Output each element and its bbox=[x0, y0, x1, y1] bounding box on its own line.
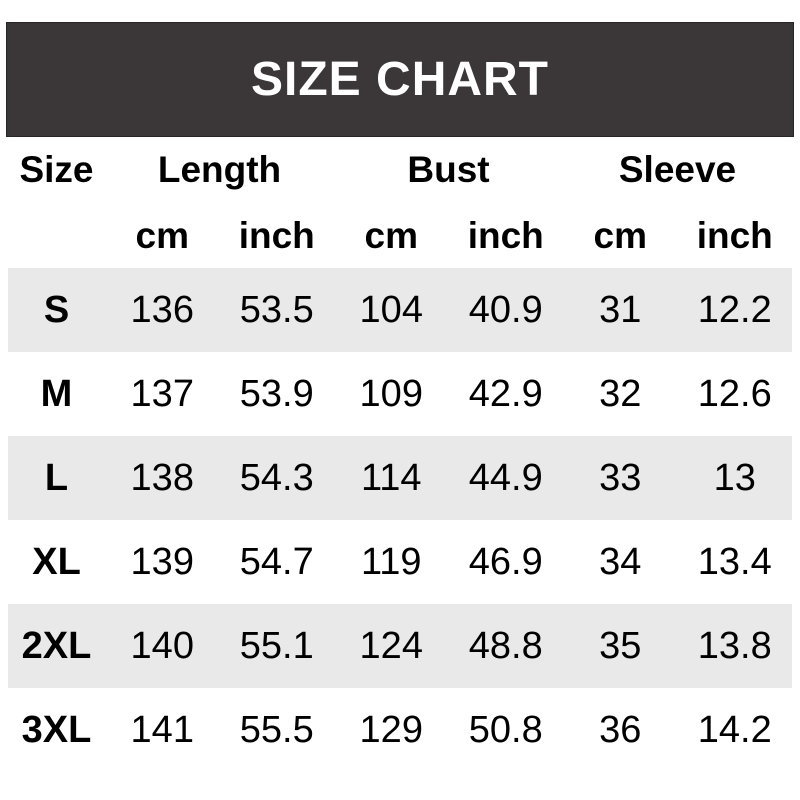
table-row-3xl: 3XL 141 55.5 129 50.8 36 14.2 bbox=[8, 688, 792, 772]
length-cm-cell: 137 bbox=[130, 372, 194, 415]
unit-header-length-cm: cm bbox=[135, 214, 189, 256]
length-cm-cell: 136 bbox=[130, 288, 194, 331]
sleeve-cm-cell: 34 bbox=[599, 540, 642, 583]
bust-inch-cell: 46.9 bbox=[468, 540, 543, 583]
length-cm-cell: 140 bbox=[130, 624, 194, 667]
page-title: SIZE CHART bbox=[251, 53, 549, 106]
column-header-length: Length bbox=[157, 149, 282, 190]
column-header-bust: Bust bbox=[407, 149, 490, 190]
length-cm-cell: 139 bbox=[130, 540, 194, 583]
table-unit-header-row: cm inch cm inch cm inch bbox=[8, 203, 792, 268]
sleeve-inch-cell: 12.2 bbox=[697, 288, 772, 331]
column-header-sleeve: Sleeve bbox=[618, 149, 737, 190]
table-group-header-row: Size Length Bust Sleeve bbox=[8, 137, 792, 203]
size-table: Size Length Bust Sleeve cm inch cm inch … bbox=[8, 137, 792, 772]
unit-header-bust-cm: cm bbox=[364, 214, 418, 256]
sleeve-cm-cell: 32 bbox=[599, 372, 642, 415]
sleeve-cm-cell: 33 bbox=[599, 456, 642, 499]
table-row-m: M 137 53.9 109 42.9 32 12.6 bbox=[8, 352, 792, 436]
bust-cm-cell: 119 bbox=[360, 540, 422, 583]
sleeve-cm-cell: 35 bbox=[599, 624, 642, 667]
size-cell: M bbox=[40, 372, 73, 415]
bust-cm-cell: 129 bbox=[359, 708, 423, 751]
bust-inch-cell: 48.8 bbox=[468, 624, 543, 667]
sleeve-inch-cell: 13.8 bbox=[697, 624, 772, 667]
bust-inch-cell: 42.9 bbox=[468, 372, 543, 415]
length-cm-cell: 141 bbox=[130, 708, 194, 751]
length-cm-cell: 138 bbox=[130, 456, 194, 499]
unit-header-sleeve-inch: inch bbox=[696, 214, 773, 256]
sleeve-inch-cell: 12.6 bbox=[697, 372, 772, 415]
size-cell: S bbox=[43, 288, 70, 331]
length-inch-cell: 54.7 bbox=[239, 540, 314, 583]
size-chart-title-bar: SIZE CHART bbox=[6, 22, 794, 137]
table-row-2xl: 2XL 140 55.1 124 48.8 35 13.8 bbox=[8, 604, 792, 688]
sleeve-inch-cell: 13 bbox=[713, 456, 756, 499]
bust-inch-cell: 44.9 bbox=[468, 456, 543, 499]
column-header-size: Size bbox=[19, 149, 94, 190]
bust-cm-cell: 109 bbox=[359, 372, 423, 415]
table-row-xl: XL 139 54.7 119 46.9 34 13.4 bbox=[8, 520, 792, 604]
bust-cm-cell: 104 bbox=[359, 288, 423, 331]
length-inch-cell: 55.1 bbox=[239, 624, 314, 667]
unit-header-bust-inch: inch bbox=[467, 214, 544, 256]
size-cell: L bbox=[44, 456, 69, 499]
sleeve-cm-cell: 36 bbox=[599, 708, 642, 751]
unit-header-sleeve-cm: cm bbox=[593, 214, 647, 256]
size-cell: XL bbox=[32, 540, 81, 583]
sleeve-inch-cell: 14.2 bbox=[697, 708, 772, 751]
unit-header-length-inch: inch bbox=[238, 214, 315, 256]
table-row-l: L 138 54.3 114 44.9 33 13 bbox=[8, 436, 792, 520]
bust-inch-cell: 50.8 bbox=[468, 708, 543, 751]
length-inch-cell: 55.5 bbox=[239, 708, 314, 751]
length-inch-cell: 54.3 bbox=[239, 456, 314, 499]
sleeve-cm-cell: 31 bbox=[599, 288, 642, 331]
length-inch-cell: 53.9 bbox=[239, 372, 314, 415]
bust-cm-cell: 114 bbox=[360, 456, 422, 499]
bust-cm-cell: 124 bbox=[359, 624, 423, 667]
bust-inch-cell: 40.9 bbox=[468, 288, 543, 331]
size-cell: 2XL bbox=[21, 624, 92, 667]
size-cell: 3XL bbox=[21, 708, 92, 751]
sleeve-inch-cell: 13.4 bbox=[697, 540, 772, 583]
table-row-s: S 136 53.5 104 40.9 31 12.2 bbox=[8, 268, 792, 352]
length-inch-cell: 53.5 bbox=[239, 288, 314, 331]
